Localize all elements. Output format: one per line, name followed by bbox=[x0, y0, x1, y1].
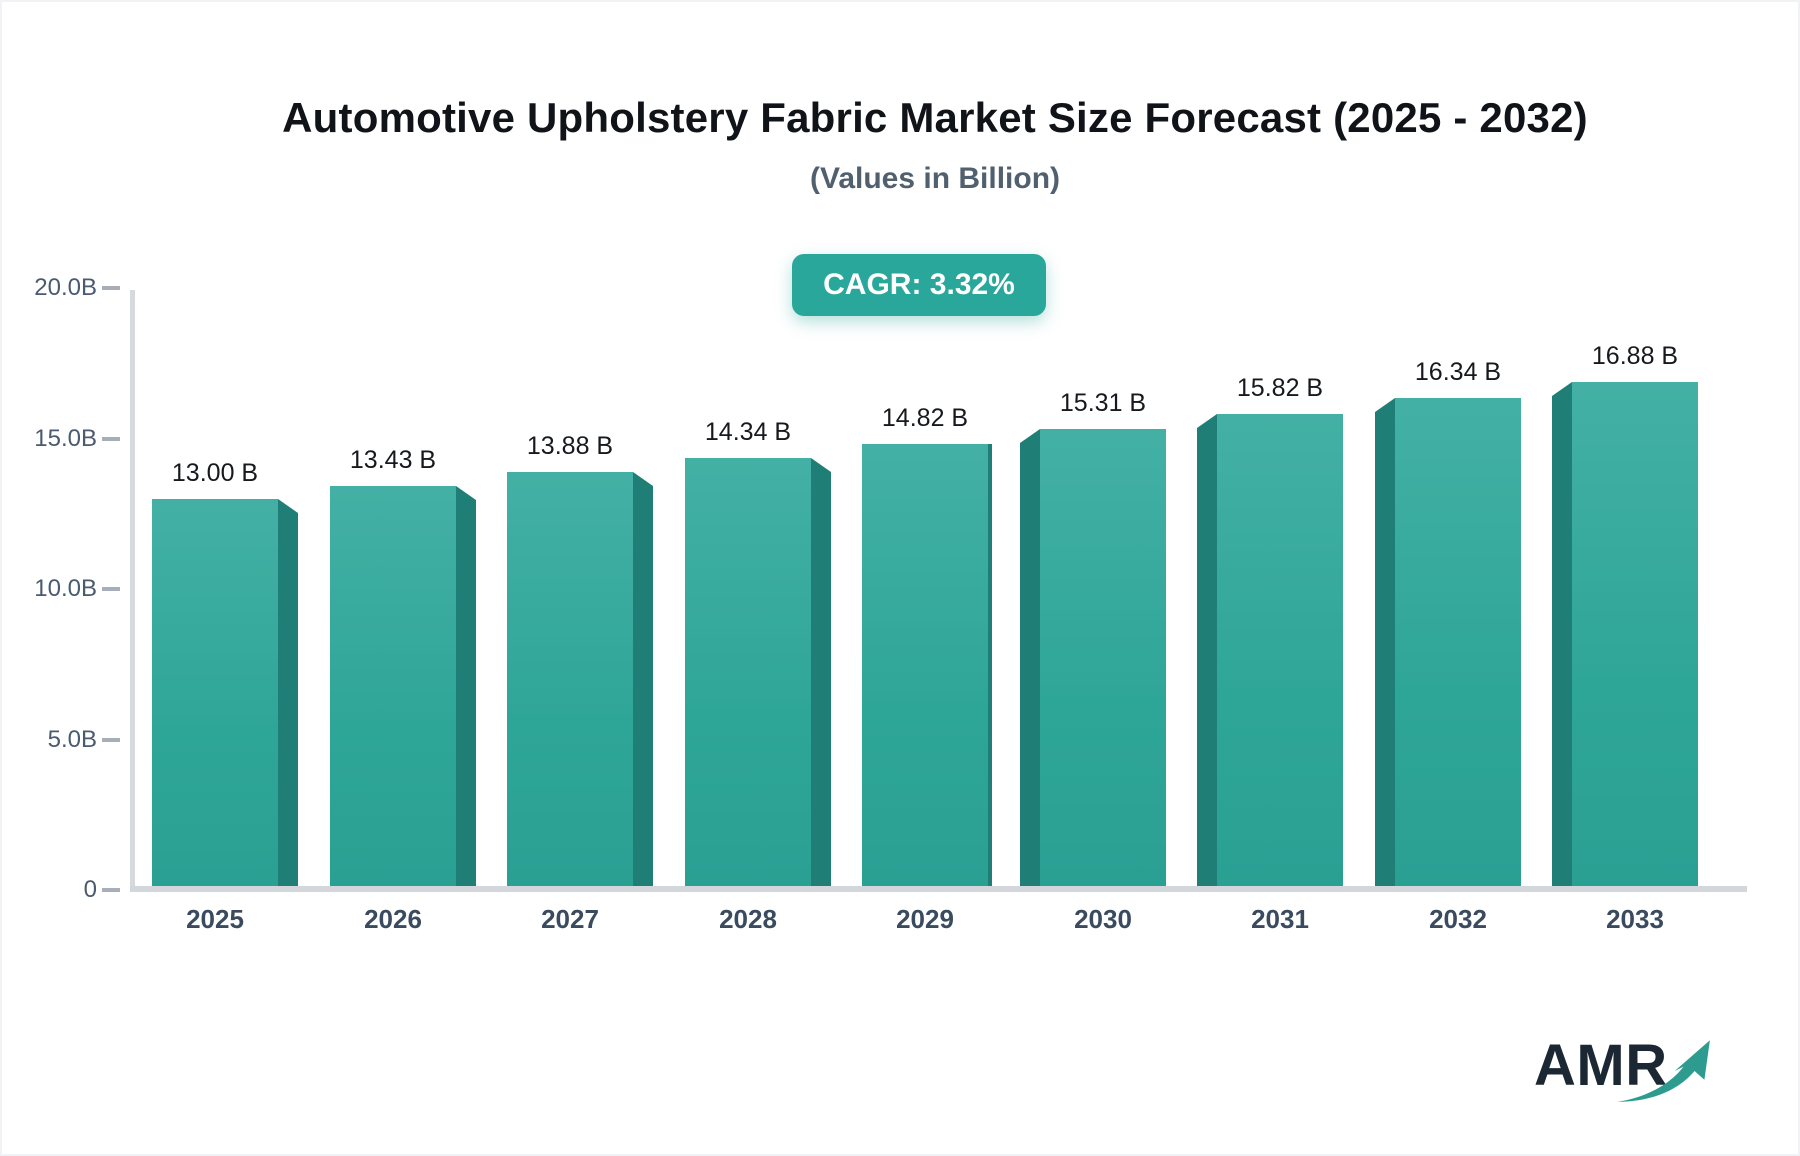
bar-side-shade bbox=[633, 472, 653, 886]
bar-side-shade bbox=[1197, 414, 1217, 886]
x-axis-label-2028: 2028 bbox=[719, 904, 777, 934]
amr-logo: AMR bbox=[1534, 1032, 1734, 1122]
bar-2032[interactable] bbox=[1395, 398, 1521, 886]
bar-value-label: 14.82 B bbox=[881, 404, 969, 432]
x-axis-label-2027: 2027 bbox=[541, 904, 599, 934]
bar-side-shade bbox=[456, 486, 476, 886]
chart-title: Automotive Upholstery Fabric Market Size… bbox=[282, 94, 1588, 141]
bar-2030[interactable] bbox=[1040, 429, 1166, 886]
bar-side-shade bbox=[1375, 398, 1395, 886]
x-axis-label-2031: 2031 bbox=[1251, 904, 1309, 934]
bar-2033[interactable] bbox=[1572, 382, 1698, 886]
bar-value-label: 16.88 B bbox=[1591, 342, 1679, 370]
bar-side-shade bbox=[1020, 429, 1040, 886]
bar-2026[interactable] bbox=[330, 486, 456, 886]
y-tick-label: 5.0B bbox=[47, 726, 97, 753]
x-axis-label-2030: 2030 bbox=[1074, 904, 1132, 934]
y-tick-mark bbox=[102, 437, 120, 441]
bar-2029[interactable] bbox=[862, 444, 988, 886]
y-tick-mark bbox=[102, 888, 120, 892]
bar-value-label: 13.43 B bbox=[349, 446, 437, 474]
cagr-badge-label: CAGR: 3.32% bbox=[823, 268, 1015, 301]
x-axis-line bbox=[130, 886, 1747, 892]
bar-side-shade bbox=[811, 458, 831, 886]
bar-2031[interactable] bbox=[1217, 414, 1343, 886]
y-tick-label: 0 bbox=[83, 876, 97, 903]
y-tick-mark bbox=[102, 738, 120, 742]
bar-value-label: 14.34 B bbox=[704, 418, 792, 446]
x-axis-label-2026: 2026 bbox=[364, 904, 422, 934]
y-axis-line bbox=[130, 290, 135, 890]
amr-logo-text: AMR bbox=[1534, 1033, 1668, 1098]
x-axis-label-2029: 2029 bbox=[896, 904, 954, 934]
x-axis-label-2025: 2025 bbox=[186, 904, 244, 934]
y-tick-label: 15.0B bbox=[34, 425, 97, 452]
bar-value-label: 16.34 B bbox=[1414, 358, 1502, 386]
bar-side-shade bbox=[278, 499, 298, 886]
cagr-badge: CAGR: 3.32% bbox=[792, 254, 1046, 316]
y-tick-label: 20.0B bbox=[34, 274, 97, 301]
bar-side-shade bbox=[988, 444, 992, 886]
x-axis-label-2033: 2033 bbox=[1606, 904, 1664, 934]
bar-value-label: 15.31 B bbox=[1059, 389, 1147, 417]
y-tick-mark bbox=[102, 587, 120, 591]
bar-2025[interactable] bbox=[152, 499, 278, 886]
x-axis-label-2032: 2032 bbox=[1429, 904, 1487, 934]
bar-side-shade bbox=[1552, 382, 1572, 886]
bar-2027[interactable] bbox=[507, 472, 633, 886]
bar-value-label: 13.88 B bbox=[526, 432, 614, 460]
bar-2028[interactable] bbox=[685, 458, 811, 886]
chart-subtitle: (Values in Billion) bbox=[809, 162, 1061, 195]
y-tick-label: 10.0B bbox=[34, 575, 97, 602]
trend-up-arrow-icon bbox=[1617, 1040, 1710, 1102]
bar-value-label: 13.00 B bbox=[171, 459, 259, 487]
bar-value-label: 15.82 B bbox=[1236, 374, 1324, 402]
y-tick-mark bbox=[102, 286, 120, 290]
